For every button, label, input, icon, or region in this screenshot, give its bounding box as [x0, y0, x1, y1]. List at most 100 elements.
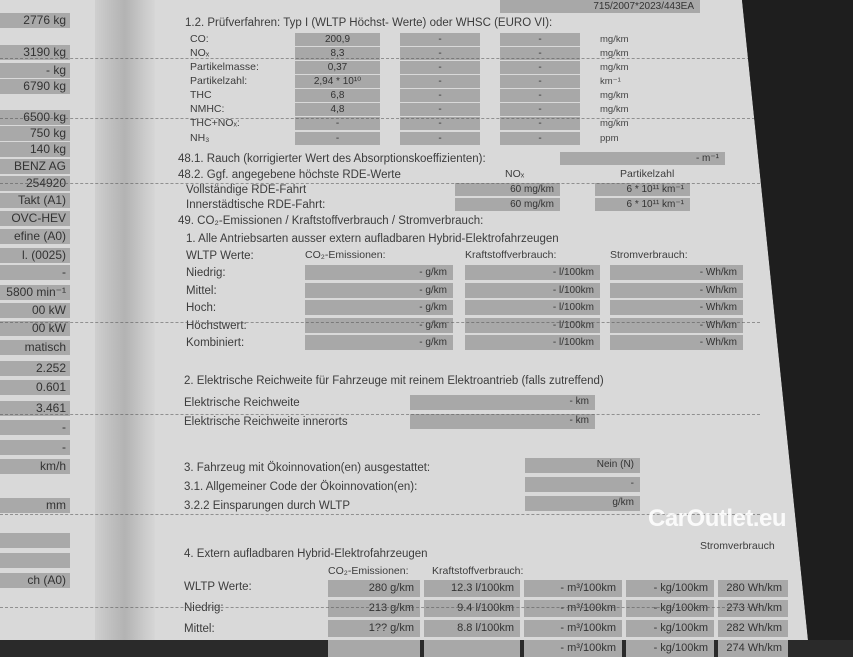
left-field-value: l. (0025) [0, 248, 70, 263]
emission-value: 200,9 [295, 33, 380, 46]
fold-line [0, 322, 760, 325]
left-field-value: OVC-HEV [0, 211, 70, 226]
left-page-strip: 2776 kg 3190 kg - kg 6790 kg 6500 kg 750 kg 14… [0, 0, 110, 640]
phev-co2-value: 1?? g/km [328, 620, 420, 637]
wltp-row-label: Hoch: [186, 302, 217, 314]
co2-value: - g/km [305, 300, 453, 315]
power-value: - Wh/km [610, 335, 743, 350]
range-value: - km [410, 414, 595, 429]
fold-line [0, 607, 760, 610]
left-field-value: 5800 min⁻¹ [0, 285, 70, 300]
left-field-value: 6790 kg [0, 79, 70, 94]
emission-value: - [295, 132, 380, 145]
left-field-value: km/h [0, 459, 70, 474]
emission-value-2: - [400, 117, 480, 130]
left-field-value [0, 533, 70, 548]
phev-h2-value: - kg/100km [626, 640, 714, 657]
co2-header: CO₂-Emissionen: [305, 249, 386, 261]
phev-fuel-value: 8.8 l/100km [424, 620, 520, 637]
section-4-title: 4. Extern aufladbaren Hybrid-Elektrofahr… [184, 548, 428, 560]
left-field-value: 0.601 [0, 380, 70, 395]
left-field-value: 140 kg [0, 142, 70, 157]
phev-gas-value: - m³/100km [524, 600, 622, 617]
fuel-value: - l/100km [465, 317, 600, 333]
emission-unit: ppm [600, 133, 619, 144]
left-field-value: 2776 kg [0, 13, 70, 28]
smoke-value: - m⁻¹ [560, 152, 725, 165]
emissions-page: 715/2007*2023/443EA 1.2. Prüfverfahren: … [0, 0, 788, 657]
section-2-title: 2. Elektrische Reichweite für Fahrzeuge … [184, 375, 604, 387]
phev-co2-value: 213 g/km [328, 600, 420, 617]
left-field-value: mm [0, 498, 70, 513]
emission-value-2: - [400, 132, 480, 145]
emission-value-3: - [500, 61, 580, 74]
emission-unit: mg/km [600, 90, 629, 101]
phev-h2-value: - kg/100km [626, 580, 714, 597]
emission-value-3: - [500, 103, 580, 116]
eco-savings-label: 3.2.2 Einsparungen durch WLTP [184, 500, 350, 512]
range-label: Elektrische Reichweite innerorts [184, 416, 348, 428]
emission-unit: mg/km [600, 104, 629, 115]
section-3-title: 3. Fahrzeug mit Ökoinnovation(en) ausges… [184, 462, 431, 474]
phev-row-label: Mittel: [184, 623, 215, 635]
emission-value-3: - [500, 117, 580, 130]
power-value: - Wh/km [610, 282, 743, 298]
rde-pn-value: 6 * 10¹¹ km⁻¹ [595, 183, 690, 196]
power-value: - Wh/km [610, 317, 743, 333]
left-field-value: 750 kg [0, 126, 70, 141]
phev-power-header: Stromverbrauch [700, 540, 775, 552]
eco-savings-value: g/km [525, 496, 640, 511]
phev-co2-value [328, 640, 420, 657]
rde-pn-value: 6 * 10¹¹ km⁻¹ [595, 198, 690, 211]
phev-co2-value: 280 g/km [328, 580, 420, 597]
left-field-value: ch (A0) [0, 573, 70, 588]
range-value: - km [410, 395, 595, 410]
emission-unit: mg/km [600, 48, 629, 59]
emission-label: Partikelzahl: [190, 75, 248, 87]
emission-value: 2,94 * 10¹⁰ [295, 75, 380, 88]
wltp-row-label: Niedrig: [186, 267, 226, 279]
left-field-value [0, 553, 70, 568]
phev-power-value: 282 Wh/km [718, 620, 788, 637]
emission-label: NH₃ [190, 132, 210, 144]
emission-unit: km⁻¹ [600, 76, 621, 87]
emission-value-3: - [500, 75, 580, 88]
co2-value: - g/km [305, 317, 453, 333]
emission-value-2: - [400, 89, 480, 102]
range-label: Elektrische Reichweite [184, 397, 300, 409]
emission-value-2: - [400, 33, 480, 46]
rde-label: Vollständige RDE-Fahrt [186, 184, 307, 196]
eco-innovation-value: Nein (N) [525, 458, 640, 473]
fuel-value: - l/100km [465, 282, 600, 298]
left-field-value: - [0, 420, 70, 435]
wltp-row-label: Höchstwert: [186, 319, 247, 332]
left-field-value: 2.252 [0, 361, 70, 376]
left-field-value: BENZ AG [0, 159, 70, 174]
phev-power-value: 273 Wh/km [718, 600, 788, 617]
emission-value-3: - [500, 132, 580, 145]
phev-row-label: WLTP Werte: [184, 581, 252, 593]
phev-fuel-header: Kraftstoffverbrauch: [432, 565, 524, 577]
phev-fuel-value: 12.3 l/100km [424, 580, 520, 597]
particle-count-header: Partikelzahl [620, 168, 675, 180]
emission-value: 6,8 [295, 89, 380, 102]
fold-line [0, 414, 760, 417]
emission-value: 0,37 [295, 61, 380, 74]
section-49-sub1: 1. Alle Antriebsarten ausser extern aufl… [186, 233, 559, 245]
left-field-value: 6500 kg [0, 110, 70, 125]
fuel-value: - l/100km [465, 265, 600, 280]
watermark-logo: CarOutlet.eu [648, 505, 787, 532]
fold-line [0, 514, 760, 517]
left-field-value: Takt (A1) [0, 193, 70, 208]
left-field-value: 00 kW [0, 303, 70, 318]
phev-gas-value: - m³/100km [524, 620, 622, 637]
emission-unit: mg/km [600, 34, 629, 45]
power-value: - Wh/km [610, 300, 743, 315]
phev-h2-value: - kg/100km [626, 620, 714, 637]
section-48-2-title: 48.2. Ggf. angegebene höchste RDE-Werte [178, 169, 401, 181]
fuel-value: - l/100km [465, 300, 600, 315]
co2-value: - g/km [305, 265, 453, 280]
fold-line [0, 118, 760, 121]
left-field-value: - kg [0, 63, 70, 78]
emission-value-2: - [400, 61, 480, 74]
